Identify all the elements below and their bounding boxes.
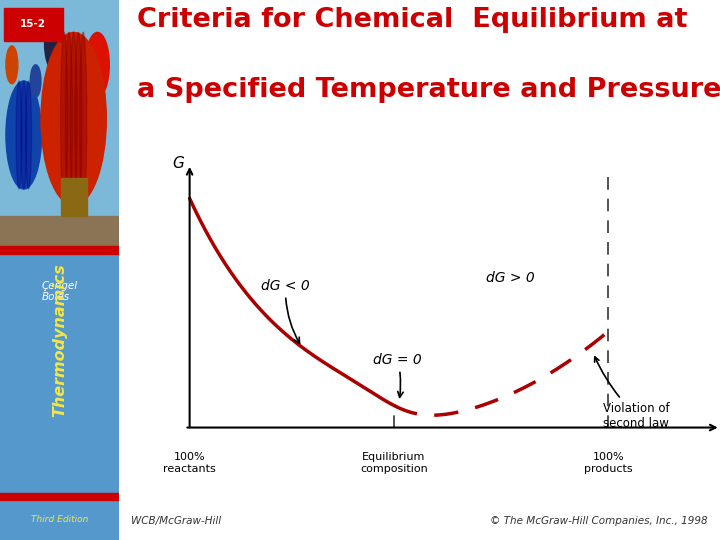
- Text: 100%
reactants: 100% reactants: [163, 452, 216, 474]
- Text: dG > 0: dG > 0: [486, 271, 534, 285]
- Ellipse shape: [30, 65, 41, 97]
- Ellipse shape: [6, 46, 18, 84]
- Text: Equilibrium
composition: Equilibrium composition: [360, 452, 428, 474]
- Ellipse shape: [80, 32, 86, 205]
- Ellipse shape: [45, 16, 63, 70]
- Text: dG = 0: dG = 0: [374, 353, 422, 397]
- Text: 100%
products: 100% products: [584, 452, 633, 474]
- Ellipse shape: [70, 32, 77, 205]
- Ellipse shape: [6, 81, 42, 189]
- Ellipse shape: [66, 32, 73, 205]
- Ellipse shape: [60, 32, 68, 205]
- Bar: [0, 493, 119, 500]
- Text: dG < 0: dG < 0: [261, 279, 310, 343]
- Bar: [0, 246, 119, 254]
- Bar: [0, 0, 119, 248]
- Text: Third Edition: Third Edition: [31, 515, 88, 524]
- Bar: [0, 216, 119, 248]
- Ellipse shape: [86, 32, 109, 97]
- Text: Çengel
Boles: Çengel Boles: [41, 281, 78, 302]
- Text: Violation of
second law: Violation of second law: [595, 357, 670, 430]
- Ellipse shape: [41, 32, 107, 205]
- Ellipse shape: [16, 81, 22, 189]
- Bar: [4, 8, 63, 40]
- Ellipse shape: [75, 32, 82, 205]
- Ellipse shape: [78, 157, 88, 189]
- Text: a Specified Temperature and Pressure: a Specified Temperature and Pressure: [137, 77, 720, 103]
- Text: © The McGraw-Hill Companies, Inc., 1998: © The McGraw-Hill Companies, Inc., 1998: [490, 516, 708, 526]
- Text: 15-2: 15-2: [20, 19, 46, 29]
- Text: Thermodynamics: Thermodynamics: [52, 264, 67, 417]
- Bar: [0, 248, 119, 540]
- Ellipse shape: [21, 81, 27, 189]
- Ellipse shape: [25, 81, 32, 189]
- Text: Criteria for Chemical  Equilibrium at: Criteria for Chemical Equilibrium at: [137, 7, 688, 33]
- Text: WCB/McGraw-Hill: WCB/McGraw-Hill: [131, 516, 221, 526]
- Bar: [0, 0, 119, 248]
- Text: G: G: [173, 157, 184, 172]
- Bar: [60, 178, 86, 216]
